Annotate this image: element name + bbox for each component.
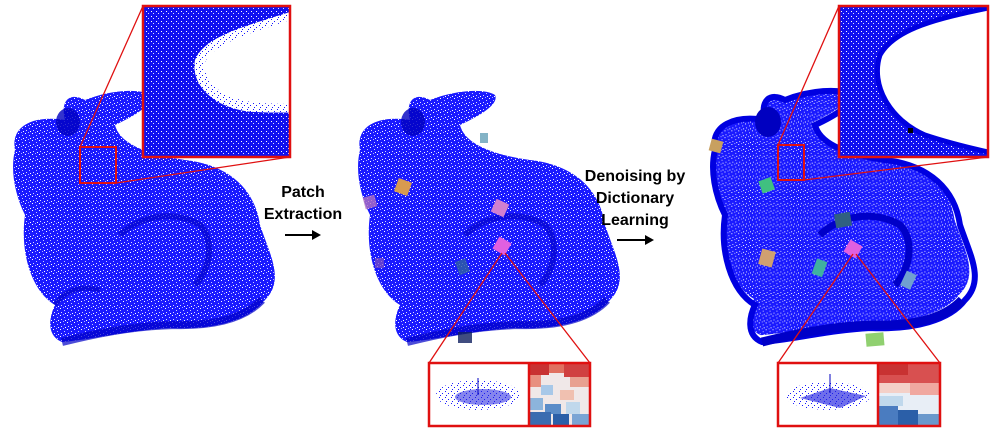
denoising-label-line2: Dictionary <box>596 190 674 207</box>
patch-marker <box>492 236 512 256</box>
zoom-frame-input <box>79 4 292 184</box>
arrow-right-icon <box>285 230 321 240</box>
extracted-patches <box>362 133 512 343</box>
patch-marker <box>458 332 472 343</box>
noisy-bunny-point-cloud <box>13 90 275 346</box>
denoised-heatmap-inset <box>878 363 940 426</box>
zoom-inset-input <box>141 4 292 159</box>
patch-marker <box>362 194 378 210</box>
zoom-frame-patch <box>427 252 592 428</box>
patch-points-inset <box>429 363 529 426</box>
patch-marker <box>865 332 885 347</box>
denoising-label-line1: Denoising by <box>585 168 686 185</box>
patch-marker <box>843 239 863 259</box>
arrow-right-icon <box>617 235 654 245</box>
zoom-inset-denoised <box>837 4 990 159</box>
denoised-points-inset <box>778 363 878 426</box>
patch-marker <box>394 178 412 196</box>
patch-marker <box>833 211 853 229</box>
patch-bunny-point-cloud <box>358 90 620 346</box>
patch-marker <box>480 133 488 143</box>
patch-extraction-label-line2: Extraction <box>264 206 342 223</box>
patch-marker <box>758 176 775 194</box>
denoising-label-line3: Learning <box>601 212 669 229</box>
patch-marker <box>375 258 384 268</box>
patch-marker <box>708 138 724 154</box>
patch-marker <box>454 258 471 276</box>
zoom-frame-denoised <box>776 4 990 428</box>
patch-marker <box>900 270 917 290</box>
patch-marker <box>490 198 510 218</box>
patch-heatmap-inset <box>529 363 590 426</box>
patch-marker <box>758 248 776 268</box>
patch-marker <box>811 258 828 278</box>
denoised-patches <box>708 138 917 347</box>
patch-extraction-label-line1: Patch <box>281 184 325 201</box>
